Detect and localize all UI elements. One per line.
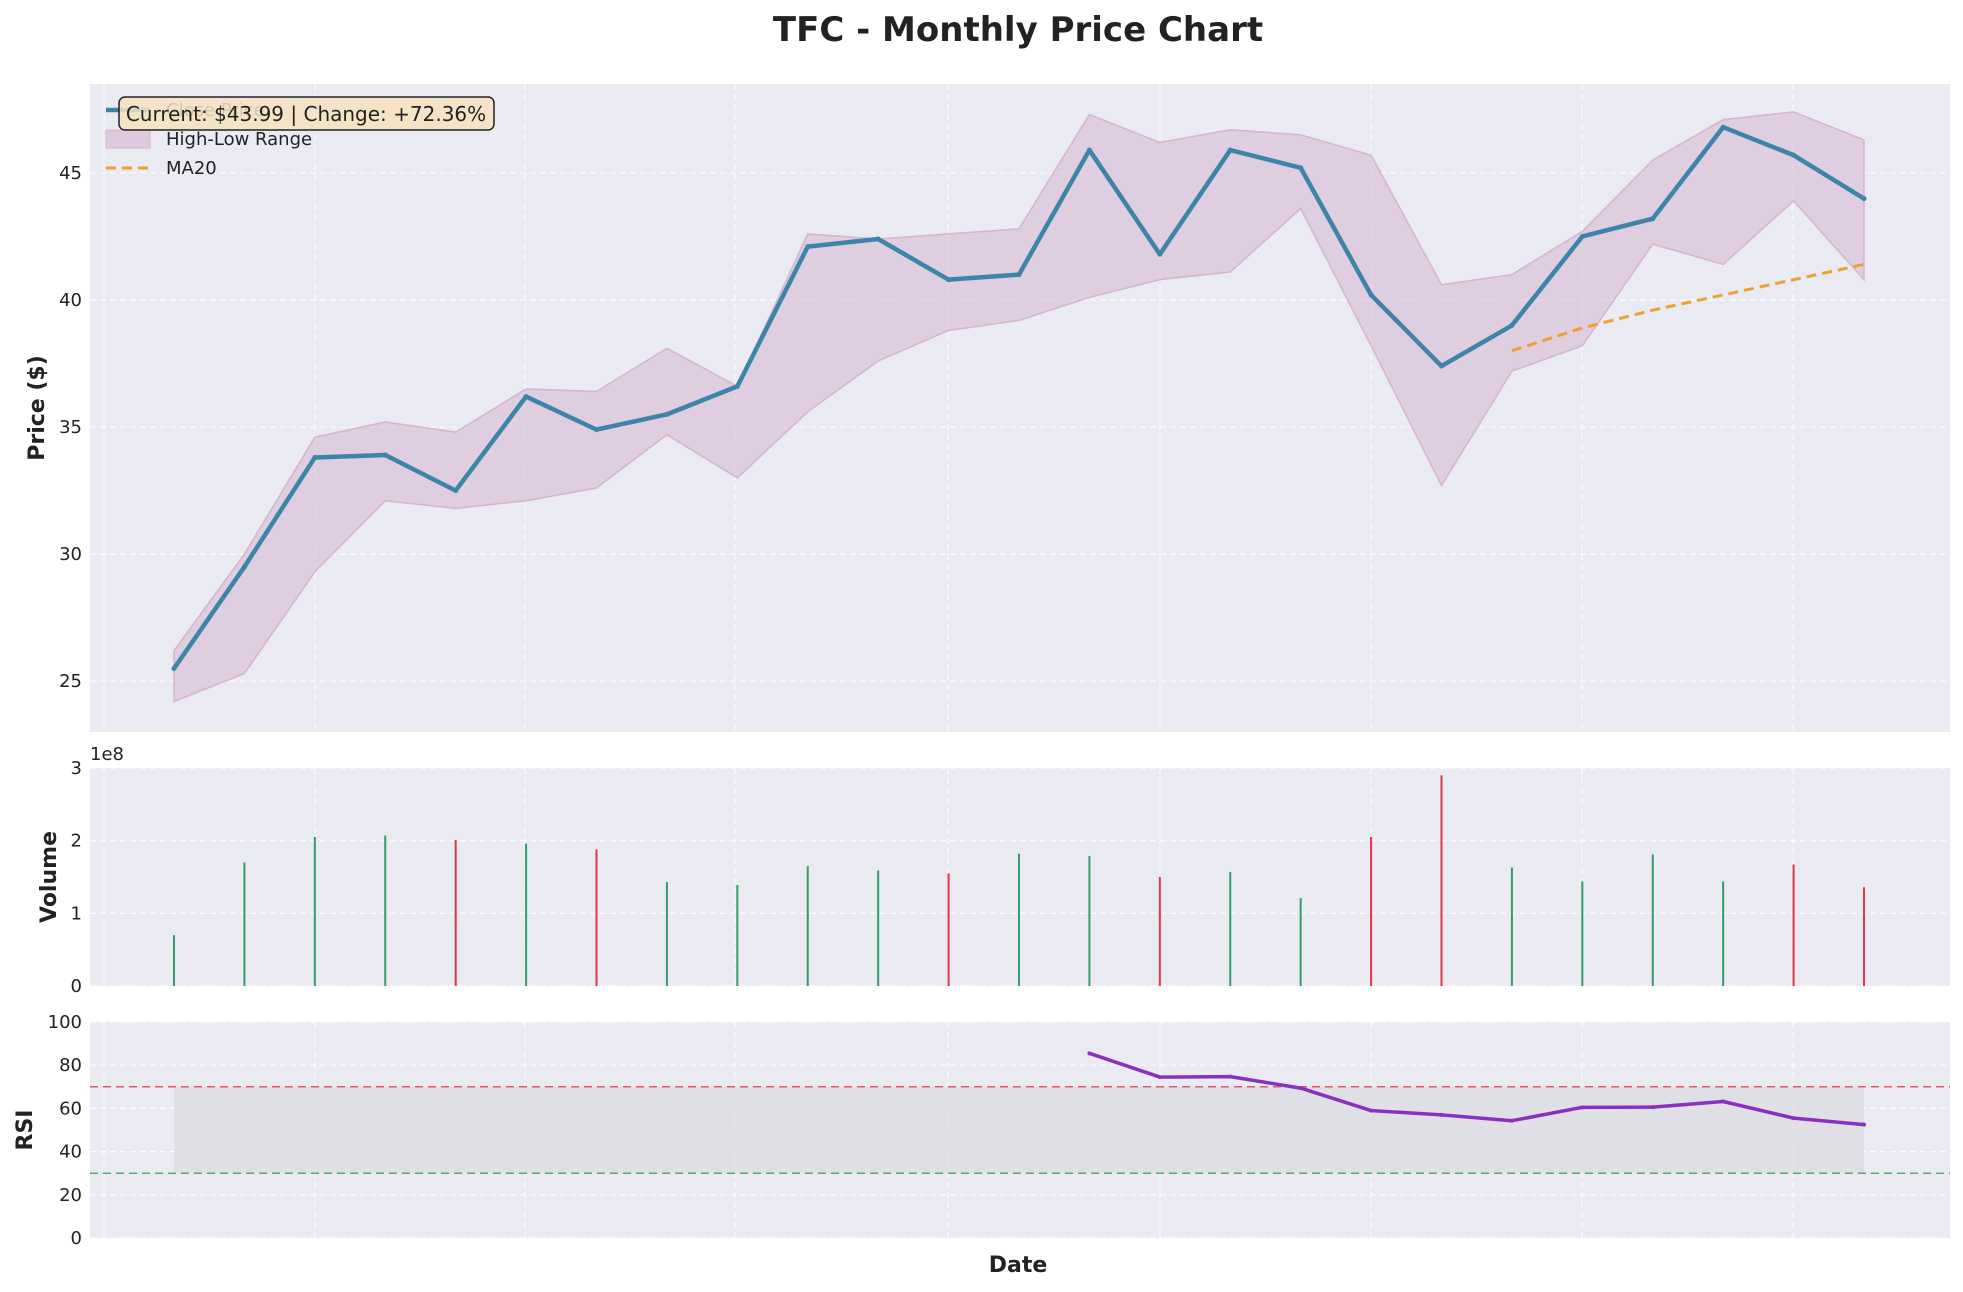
close-price-point [1227,147,1233,153]
close-price-point [171,665,177,671]
chart-title: TFC - Monthly Price Chart [773,10,1263,50]
volume-scale-label: 1e8 [90,744,124,765]
close-price-point [312,455,318,461]
close-price-point [805,244,811,250]
volume-bar [947,873,950,986]
volume-bar [243,862,246,986]
volume-bar [1299,898,1302,986]
volume-ytick-label: 2 [71,831,82,852]
rsi-ytick-label: 60 [59,1098,82,1119]
rsi-point [1650,1105,1655,1110]
close-price-point [664,411,670,417]
rsi-panel: 0 20 40 60 80 100 RSI [13,1012,1950,1249]
volume-bar [665,882,668,986]
volume-ytick-label: 0 [71,976,82,997]
close-price-point [1086,147,1092,153]
rsi-point [1721,1099,1726,1104]
volume-bar [736,884,739,986]
volume-bar [1792,864,1795,986]
close-price-point [1439,363,1444,369]
close-price-point [1509,322,1515,328]
rsi-point [1439,1112,1444,1117]
volume-ytick-label: 1 [71,903,82,924]
close-price-point [1720,124,1726,130]
close-price-point [1298,165,1304,171]
close-price-point [1016,272,1022,278]
rsi-point [1157,1075,1162,1080]
ma20-line [1511,262,1865,353]
rsi-point [1087,1051,1092,1056]
volume-bar [1229,871,1232,986]
current-price-annotation-box [118,96,495,131]
volume-bar [877,870,880,986]
rsi-ytick-label: 40 [59,1142,82,1163]
close-price-point [875,236,881,242]
price-ytick-label: 40 [59,290,82,311]
rsi-point [1228,1074,1233,1079]
close-price-point [382,452,388,458]
close-price-point [1650,216,1656,222]
price-ytick-label: 30 [59,544,82,565]
legend-label-range: High-Low Range [166,129,312,150]
rsi-ytick-label: 100 [48,1012,82,1033]
rsi-point [1580,1105,1585,1110]
volume-bar [454,839,457,986]
volume-bar [1581,881,1584,986]
close-price-point [1157,251,1163,257]
close-price-point [946,277,952,283]
close-price-point [523,394,529,400]
close-price-point [241,564,247,570]
volume-bar [806,866,809,986]
close-price-point [734,383,740,389]
rsi-line [1088,1051,1865,1127]
price-y-axis-label: Price ($) [25,355,50,461]
volume-bar [1088,855,1091,986]
rsi-ytick-label: 0 [71,1228,82,1249]
volume-bar [1863,887,1865,986]
rsi-point [1862,1122,1866,1127]
volume-bar [1440,775,1443,986]
volume-bar [173,935,175,986]
volume-bar [595,849,598,986]
close-price-point [453,488,459,494]
rsi-point [1298,1086,1303,1091]
volume-bar [1018,853,1020,986]
close-price-point [1791,152,1797,158]
price-ytick-label: 35 [59,417,82,438]
volume-y-axis-label: Volume [37,831,62,923]
rsi-y-axis-label: RSI [13,1110,38,1151]
legend-label-ma20: MA20 [166,158,217,179]
close-price-point [1368,292,1374,298]
volume-bar [1722,881,1725,986]
x-axis-label: Date [989,1253,1048,1278]
volume-panel: 0 1 2 3 1e8 Volume [37,744,1950,997]
rsi-point [1369,1108,1374,1113]
current-price-annotation: Current: $43.99 | Change: +72.36% [126,102,486,126]
volume-bar [1158,877,1161,986]
volume-bar [1510,867,1513,986]
close-price-point [594,427,599,433]
volume-bar [1370,837,1373,986]
volume-bar [525,843,528,986]
close-price-point [1579,233,1585,239]
price-ytick-label: 25 [59,671,82,692]
legend-range-swatch [105,129,151,149]
rsi-ytick-label: 80 [59,1055,82,1076]
volume-bar [313,837,316,986]
rsi-point [1509,1118,1514,1123]
rsi-neutral-band [174,1086,1864,1174]
price-ytick-label: 45 [59,163,82,184]
volume-bar [1651,854,1654,986]
volume-ytick-label: 3 [71,758,82,779]
rsi-ytick-label: 20 [59,1185,82,1206]
close-price-point [1861,196,1867,202]
volume-bar [384,835,387,986]
rsi-point [1791,1116,1796,1121]
